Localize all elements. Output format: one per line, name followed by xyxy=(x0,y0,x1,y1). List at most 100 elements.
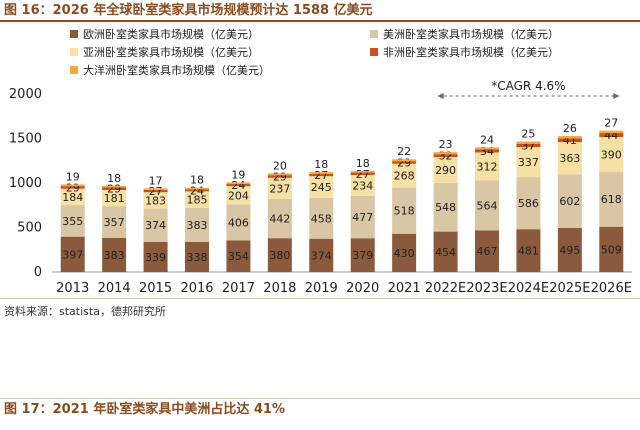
data-label: 548 xyxy=(435,201,456,214)
data-label: 509 xyxy=(601,243,622,256)
bar-segment xyxy=(516,177,541,230)
bar-segment xyxy=(392,161,417,164)
data-label: 22 xyxy=(397,145,411,158)
bar-segment xyxy=(557,174,582,228)
bar-segment xyxy=(185,241,209,272)
bar-segment xyxy=(392,187,417,234)
bar-segment xyxy=(433,154,458,158)
x-tick-label: 2013 xyxy=(56,281,89,296)
data-label: 406 xyxy=(228,216,249,229)
y-tick-label: 1500 xyxy=(9,132,42,147)
figure-17-title: 图 17：2021 年卧室类家具中美洲占比达 41% xyxy=(0,398,640,420)
bar-segment xyxy=(516,147,541,178)
bar-segment xyxy=(309,173,334,177)
x-tick-label: 2022E xyxy=(425,281,466,296)
cagr-arrow-left xyxy=(437,93,444,99)
data-label: 355 xyxy=(62,215,83,228)
legend-swatch xyxy=(370,30,378,38)
x-tick-label: 2025E xyxy=(549,281,590,296)
data-label: 183 xyxy=(145,194,166,207)
bar-segment xyxy=(516,229,541,272)
bar-segment xyxy=(433,157,458,183)
legend-label: 亚洲卧室类家具市场规模（亿美元） xyxy=(83,45,259,59)
source-note: 资料来源：statista，德邦研究所 xyxy=(4,305,166,318)
bar-segment xyxy=(143,188,168,190)
data-label: 34 xyxy=(480,145,494,158)
data-label: 27 xyxy=(604,117,618,130)
x-tick-label: 2019 xyxy=(305,281,338,296)
chart-legend: 欧洲卧室类家具市场规模（亿美元） 美洲卧室类家具市场规模（亿美元） 亚洲卧室类家具市… xyxy=(70,27,559,77)
x-tick-label: 2023E xyxy=(466,281,507,296)
bar-segment xyxy=(350,170,375,173)
data-label: 234 xyxy=(352,179,373,192)
data-label: 18 xyxy=(314,158,328,171)
data-label: 29 xyxy=(397,156,411,169)
stacked-bar-chart: 欧洲卧室类家具市场规模（亿美元） 美洲卧室类家具市场规模（亿美元） 亚洲卧室类家具市… xyxy=(9,27,632,296)
legend-label: 大洋洲卧室类家具市场规模（亿美元） xyxy=(83,63,270,77)
bar-segment xyxy=(143,189,168,193)
data-label: 24 xyxy=(480,133,494,146)
legend-label: 美洲卧室类家具市场规模（亿美元） xyxy=(383,27,559,41)
bar-segment xyxy=(226,182,251,185)
legend-label: 非洲卧室类家具市场规模（亿美元） xyxy=(383,45,559,59)
bar-segment xyxy=(557,142,582,175)
data-label: 19 xyxy=(66,170,80,183)
data-label: 29 xyxy=(273,170,287,183)
data-label: 495 xyxy=(559,244,580,257)
data-label: 23 xyxy=(439,138,453,151)
bar-segment xyxy=(60,205,85,237)
bar-segment xyxy=(516,141,541,144)
data-label: 339 xyxy=(145,251,166,264)
x-tick-label: 2017 xyxy=(222,281,255,296)
bar-segment xyxy=(350,172,375,175)
bar-segment xyxy=(185,207,209,242)
x-axis: 2013 2014 2015 2016 2017 2018 2019 2020 2021 2022… xyxy=(56,281,632,296)
data-label: 237 xyxy=(269,182,290,195)
data-label: 337 xyxy=(518,156,539,169)
bar-segment xyxy=(433,231,458,272)
bar-segment xyxy=(599,171,624,227)
bar-segment xyxy=(267,198,292,239)
bar-segment xyxy=(516,143,541,148)
data-label: 18 xyxy=(356,157,370,170)
bar-segment xyxy=(143,241,168,272)
bar-segment xyxy=(475,230,499,272)
bar-segment xyxy=(102,185,127,188)
bar-segment xyxy=(102,190,127,207)
bar-segment xyxy=(309,197,334,239)
data-label: 477 xyxy=(352,211,373,224)
data-label: 19 xyxy=(231,168,245,181)
data-label: 184 xyxy=(62,191,83,204)
bar-segment xyxy=(185,189,209,192)
bar-segment xyxy=(185,191,209,208)
bar-segment xyxy=(309,238,334,272)
bar-segment xyxy=(102,187,127,191)
data-label: 458 xyxy=(311,212,332,225)
bar-segment xyxy=(143,192,168,209)
data-label: 454 xyxy=(435,246,456,259)
data-label: 290 xyxy=(435,164,456,177)
data-label: 27 xyxy=(149,185,163,198)
x-tick-label: 2021 xyxy=(388,281,421,296)
cagr-label: *CAGR 4.6% xyxy=(491,79,565,93)
bar-segment xyxy=(599,133,624,137)
bar-segment xyxy=(599,226,624,272)
bar-segment xyxy=(599,136,624,172)
bar-segment xyxy=(557,138,582,143)
data-label: 245 xyxy=(311,181,332,194)
legend-swatch xyxy=(70,48,78,56)
data-label: 586 xyxy=(518,197,539,210)
data-label: 312 xyxy=(477,160,498,173)
source-divider xyxy=(0,298,640,299)
bar-segment xyxy=(392,163,417,188)
bar-segment xyxy=(433,182,458,232)
bar-segment xyxy=(267,238,292,272)
legend-label: 欧洲卧室类家具市场规模（亿美元） xyxy=(83,27,259,41)
data-label: 204 xyxy=(228,189,249,202)
bar-segment xyxy=(557,136,582,139)
data-label: 442 xyxy=(269,213,290,226)
data-label: 618 xyxy=(601,193,622,206)
bar-segment xyxy=(350,195,375,239)
data-label: 602 xyxy=(559,195,580,208)
x-tick-label: 2024E xyxy=(508,281,549,296)
